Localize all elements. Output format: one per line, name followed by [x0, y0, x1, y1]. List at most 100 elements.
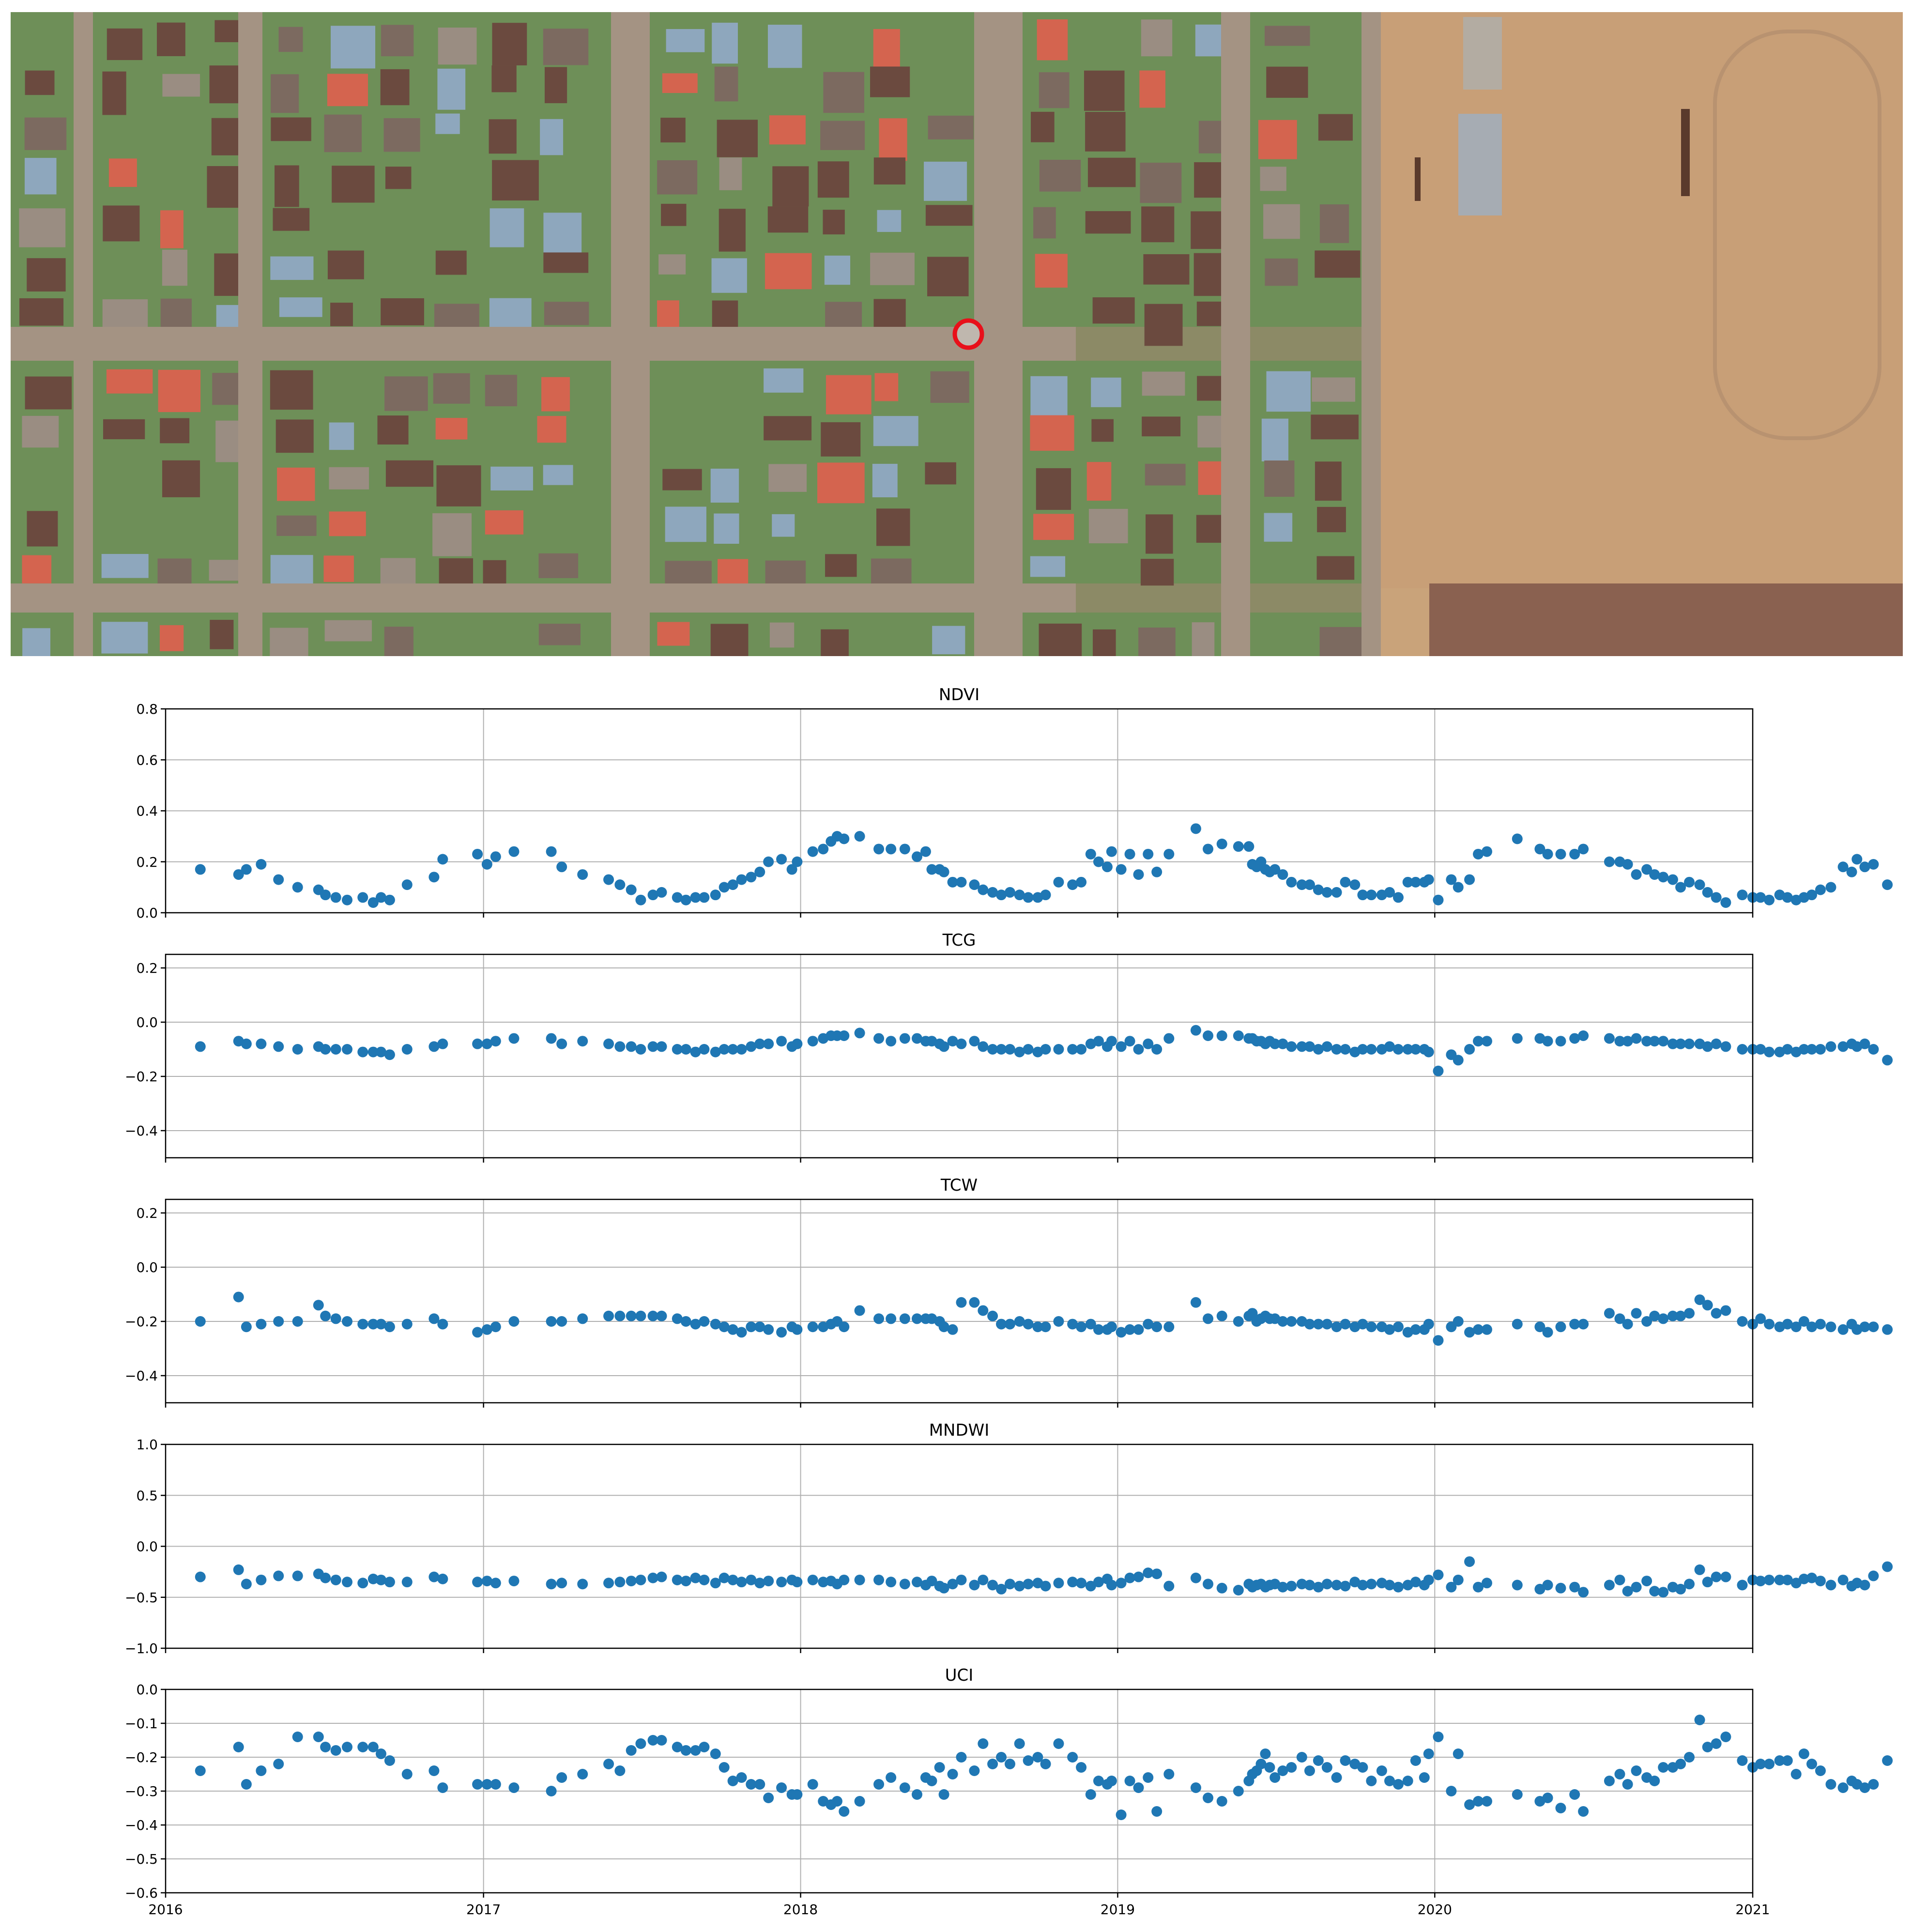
data-point	[987, 1759, 998, 1769]
data-point	[1622, 1319, 1633, 1330]
house-roof	[1030, 376, 1068, 419]
data-point	[956, 1297, 967, 1308]
data-point	[357, 1742, 368, 1752]
data-point	[1464, 874, 1475, 885]
data-point	[1410, 1324, 1421, 1335]
data-point	[969, 1297, 980, 1308]
data-point	[1366, 1321, 1377, 1333]
data-point	[831, 1796, 842, 1807]
data-point	[428, 1571, 440, 1582]
data-point	[1555, 1321, 1566, 1333]
data-point	[1143, 848, 1154, 859]
house-roof	[270, 628, 308, 656]
data-point	[727, 879, 738, 890]
data-point	[626, 1310, 637, 1321]
data-point	[330, 892, 341, 903]
data-point	[1737, 1755, 1748, 1766]
data-point	[647, 1735, 658, 1746]
data-point	[926, 864, 937, 875]
data-point	[614, 1577, 626, 1588]
house-roof	[483, 560, 506, 587]
data-point	[1512, 1319, 1523, 1330]
data-point	[320, 1310, 331, 1321]
data-point	[1286, 876, 1297, 888]
data-point	[1446, 1581, 1457, 1593]
house-roof	[820, 121, 865, 150]
data-point	[1737, 1316, 1748, 1327]
data-point	[1143, 1319, 1154, 1330]
data-point	[792, 856, 803, 867]
data-point	[1340, 1755, 1351, 1766]
data-point	[1837, 861, 1849, 873]
data-point	[357, 892, 368, 903]
data-point	[873, 1313, 885, 1324]
data-point	[1270, 1772, 1281, 1783]
location-marker	[952, 318, 984, 350]
data-point	[428, 1765, 440, 1776]
panel-title: TCG	[942, 931, 976, 950]
house-roof	[930, 371, 969, 403]
data-point	[956, 1752, 967, 1763]
data-point	[1277, 1581, 1288, 1593]
data-point	[313, 1732, 324, 1742]
data-point	[384, 1321, 395, 1333]
data-point	[776, 1036, 787, 1047]
data-point	[1143, 1772, 1154, 1783]
data-point	[330, 1574, 341, 1585]
house-roof	[19, 208, 66, 247]
data-point	[1357, 889, 1368, 901]
data-point	[987, 887, 998, 898]
house-roof	[874, 373, 899, 401]
data-point	[746, 1041, 757, 1052]
data-point	[911, 1577, 922, 1588]
data-point	[603, 1759, 614, 1769]
x-tick-label: 2017	[466, 1901, 501, 1917]
data-point	[1093, 1036, 1104, 1047]
data-point	[1578, 1587, 1589, 1598]
data-point	[1085, 1789, 1096, 1800]
data-point	[577, 1769, 588, 1779]
data-point	[1233, 1585, 1244, 1596]
data-point	[357, 1046, 368, 1058]
data-point	[978, 1574, 989, 1585]
data-point	[1313, 1755, 1324, 1766]
data-point	[807, 1779, 818, 1790]
data-point	[1512, 1579, 1523, 1591]
data-point	[969, 1765, 980, 1776]
data-point	[776, 1577, 787, 1588]
data-point	[1782, 1574, 1793, 1585]
data-point	[1190, 1297, 1201, 1308]
data-point	[1782, 1755, 1793, 1766]
data-point	[839, 1806, 850, 1817]
house-roof	[764, 416, 812, 441]
data-point	[1631, 1765, 1642, 1776]
data-point	[1837, 1324, 1849, 1335]
data-point	[1555, 1036, 1566, 1047]
data-point	[256, 859, 267, 870]
house-roof	[772, 514, 795, 537]
data-point	[911, 1789, 922, 1800]
data-point	[508, 1576, 520, 1587]
data-point	[330, 1745, 341, 1756]
data-point	[1631, 1033, 1642, 1044]
data-point	[273, 1759, 284, 1769]
data-point	[1423, 1748, 1434, 1759]
data-point	[1658, 872, 1669, 883]
data-point	[1569, 848, 1580, 859]
data-point	[1631, 1581, 1642, 1593]
house-roof	[27, 258, 66, 292]
y-tick-label: −0.5	[125, 1590, 158, 1606]
house-roof	[327, 250, 364, 279]
house-roof	[1312, 377, 1355, 402]
house-roof	[537, 416, 566, 443]
data-point	[956, 1038, 967, 1049]
house-roof	[324, 114, 362, 153]
data-point	[1851, 854, 1863, 865]
data-point	[1882, 1324, 1893, 1335]
data-point	[736, 874, 747, 885]
data-point	[1321, 1762, 1332, 1773]
data-point	[320, 1742, 331, 1752]
house-roof	[384, 376, 428, 411]
data-point	[1410, 1577, 1421, 1588]
data-point	[472, 1038, 483, 1049]
